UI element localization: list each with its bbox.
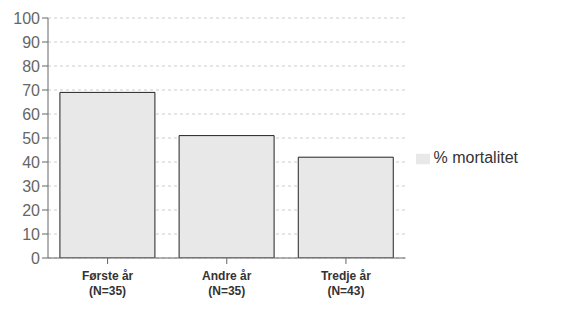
svg-text:30: 30	[22, 178, 40, 195]
svg-text:70: 70	[22, 82, 40, 99]
svg-text:90: 90	[22, 34, 40, 51]
svg-text:80: 80	[22, 58, 40, 75]
svg-text:0: 0	[31, 250, 40, 267]
svg-text:50: 50	[22, 130, 40, 147]
svg-text:100: 100	[13, 10, 40, 27]
svg-text:Første år(N=35): Første år(N=35)	[82, 269, 134, 298]
html-text:% mortalitet: % mortalitet	[433, 149, 518, 166]
svg-text:Tredje år(N=43): Tredje år(N=43)	[321, 269, 371, 298]
svg-text:40: 40	[22, 154, 40, 171]
svg-text:20: 20	[22, 202, 40, 219]
svg-text:60: 60	[22, 106, 40, 123]
svg-text:10: 10	[22, 226, 40, 243]
svg-text:Andre år(N=35): Andre år(N=35)	[202, 269, 252, 298]
